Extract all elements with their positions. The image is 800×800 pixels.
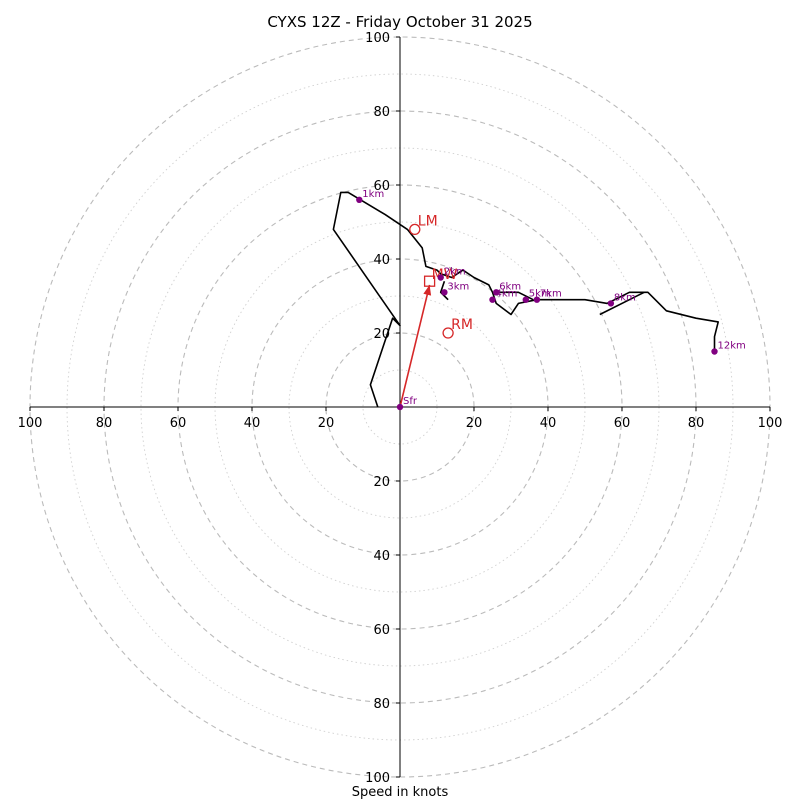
right-mover-label: RM	[451, 317, 473, 333]
x-tick-label: 60	[614, 416, 631, 431]
shear-vector-line	[399, 284, 431, 408]
hodograph-line-segment	[496, 291, 534, 301]
x-tick-label: 20	[466, 416, 483, 431]
y-tick-label: 80	[373, 105, 390, 120]
x-tick-label: 40	[244, 416, 261, 431]
right-mover-marker	[442, 327, 454, 339]
level-label: 7km	[540, 289, 562, 300]
left-mover-label: LM	[418, 213, 438, 229]
y-tick-label: 20	[373, 475, 390, 490]
hodograph-trace	[332, 191, 720, 408]
x-tick-label: 60	[170, 416, 187, 431]
level-marker	[396, 403, 404, 411]
level-marker	[533, 296, 541, 303]
level-label: 5km	[529, 289, 551, 300]
y-tick-label: 80	[373, 697, 390, 712]
level-marker	[711, 348, 718, 355]
level-label: 12km	[718, 341, 746, 352]
mean-wind-marker	[423, 275, 436, 287]
hodograph-line	[332, 191, 720, 408]
level-marker	[493, 289, 500, 296]
level-marker	[441, 289, 448, 296]
level-marker	[437, 274, 444, 281]
x-tick-label: 80	[96, 416, 113, 431]
x-tick-label: 20	[318, 416, 335, 431]
level-label: 8km	[614, 292, 636, 303]
level-label: 2km	[444, 267, 466, 278]
x-tick-label: 100	[758, 416, 783, 431]
level-label: 1km	[362, 189, 384, 200]
level-label: 6km	[499, 281, 521, 292]
x-tick-label: 40	[540, 416, 557, 431]
x-tick-label: 100	[18, 416, 43, 431]
level-label: 4km	[496, 289, 518, 300]
x-tick-label: 80	[688, 416, 705, 431]
level-marker	[489, 296, 496, 303]
y-tick-label: 40	[373, 253, 390, 268]
height-level-markers: Sfr 1km 2km 3km 4km 5km 6km 7km 8km 12km	[356, 189, 746, 411]
left-mover-marker	[409, 223, 421, 236]
hodograph-line-segment	[599, 291, 645, 316]
level-marker	[356, 196, 363, 203]
y-tick-label: 60	[373, 623, 390, 638]
y-tick-label: 100	[365, 771, 390, 786]
y-tick-label: 40	[373, 549, 390, 564]
chart-title: CYXS 12Z - Friday October 31 2025	[267, 13, 532, 31]
tick-labels: 2020202040404040606060608080808010010010…	[18, 31, 783, 786]
level-marker	[607, 300, 615, 307]
level-label: Sfr	[403, 396, 418, 407]
level-marker	[522, 296, 529, 303]
level-label: 3km	[447, 281, 469, 292]
shear-vector-arrowhead	[423, 284, 432, 296]
x-axis-label: Speed in knots	[352, 785, 449, 800]
y-tick-label: 100	[365, 31, 390, 46]
y-tick-label: 60	[373, 179, 390, 194]
